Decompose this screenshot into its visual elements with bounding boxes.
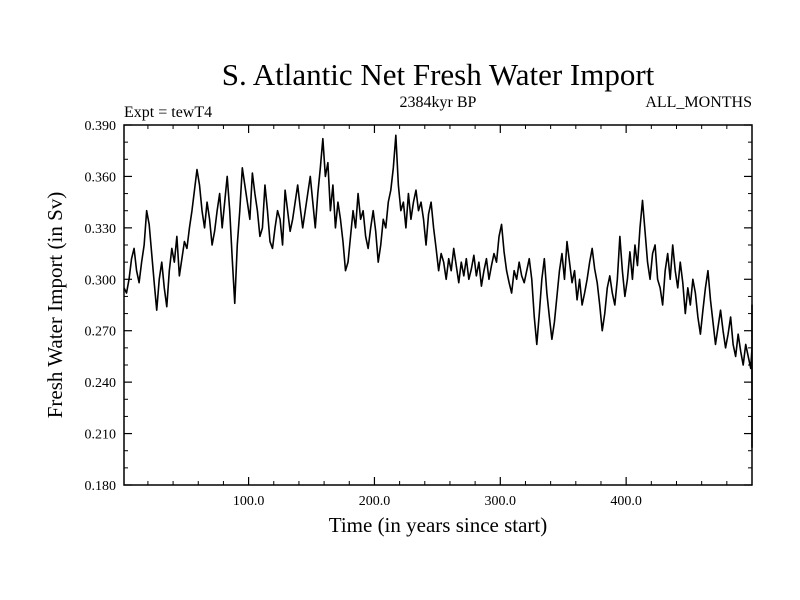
x-axis-label: Time (in years since start) bbox=[329, 513, 548, 537]
y-axis-label: Fresh Water Import (in Sv) bbox=[43, 192, 67, 419]
y-tick-label: 0.330 bbox=[85, 222, 117, 237]
y-tick-label: 0.240 bbox=[85, 376, 117, 391]
series-line bbox=[123, 134, 753, 449]
x-axis-ticks: 100.0 200.0 300.0 400.0 bbox=[147, 125, 728, 509]
y-tick-label: 0.300 bbox=[85, 273, 117, 288]
x-tick-label: 300.0 bbox=[485, 494, 517, 509]
y-tick-label: 0.210 bbox=[85, 428, 117, 443]
y-tick-label: 0.360 bbox=[85, 170, 117, 185]
chart-subtitle-center: 2384kyr BP bbox=[400, 94, 477, 111]
y-axis-ticks: 0.180 0.210 0.240 0.270 0.300 0.330 0.360 0.390 bbox=[85, 119, 752, 494]
y-tick-label: 0.390 bbox=[85, 119, 117, 134]
chart-subtitle-right: ALL_MONTHS bbox=[645, 94, 752, 111]
y-tick-label: 0.270 bbox=[85, 325, 117, 340]
x-tick-label: 100.0 bbox=[233, 494, 265, 509]
chart-title: S. Atlantic Net Fresh Water Import bbox=[222, 57, 655, 92]
plot-frame bbox=[123, 124, 753, 486]
x-tick-label: 400.0 bbox=[610, 494, 642, 509]
x-tick-label: 200.0 bbox=[359, 494, 391, 509]
y-tick-label: 0.180 bbox=[85, 479, 117, 494]
chart-subtitle-left: Expt = tewT4 bbox=[124, 104, 212, 121]
